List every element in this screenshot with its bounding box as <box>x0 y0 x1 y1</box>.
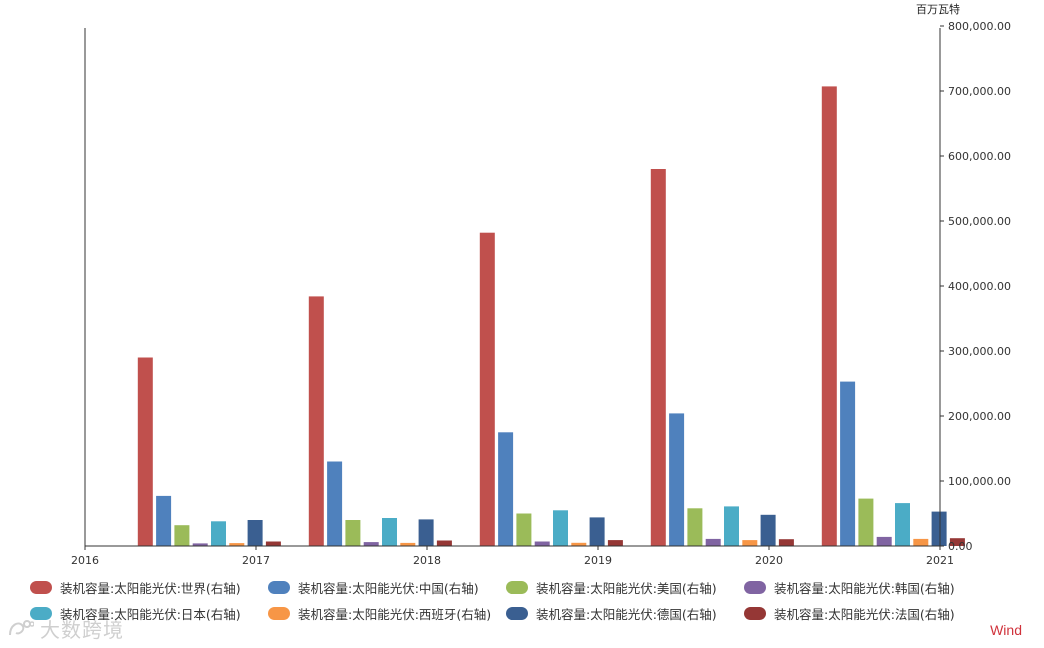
watermark: 大数跨境 <box>8 614 124 643</box>
bar-2020-series-2 <box>687 508 703 546</box>
brand-label: Wind <box>990 622 1022 638</box>
bar-2018-series-2 <box>345 520 361 546</box>
bar-2018-series-6 <box>418 519 434 546</box>
x-tick-label: 2016 <box>71 554 99 567</box>
bar-2021-series-2 <box>858 498 874 546</box>
legend-label: 装机容量:太阳能光伏:日本(右轴) <box>60 607 241 622</box>
y-tick-label: 800,000.00 <box>948 20 1011 33</box>
legend-item[interactable]: 装机容量:太阳能光伏:世界(右轴) <box>30 578 268 597</box>
bar-2020-series-1 <box>669 413 685 546</box>
legend-item[interactable]: 装机容量:太阳能光伏:西班牙(右轴) <box>268 604 506 623</box>
legend-item[interactable]: 装机容量:太阳能光伏:法国(右轴) <box>744 604 982 623</box>
legend-item[interactable]: 装机容量:太阳能光伏:中国(右轴) <box>268 578 506 597</box>
legend-label: 装机容量:太阳能光伏:韩国(右轴) <box>774 581 955 596</box>
legend-label: 装机容量:太阳能光伏:美国(右轴) <box>536 581 717 596</box>
watermark-logo-icon <box>9 619 34 635</box>
bar-2018-series-7 <box>436 540 452 546</box>
bar-2021-series-6 <box>931 511 947 546</box>
legend-item[interactable]: 装机容量:太阳能光伏:韩国(右轴) <box>744 578 982 597</box>
bar-2018-series-4 <box>382 518 397 546</box>
bar-2017-series-2 <box>174 525 190 546</box>
bar-2020-series-4 <box>724 506 739 546</box>
bar-2017-series-1 <box>156 495 172 546</box>
bar-2020-series-5 <box>742 540 758 546</box>
bar-2017-series-4 <box>211 521 226 546</box>
legend-label: 装机容量:太阳能光伏:德国(右轴) <box>536 607 717 622</box>
bar-2020-series-3 <box>705 538 721 546</box>
legend-label: 装机容量:太阳能光伏:西班牙(右轴) <box>298 607 492 622</box>
bar-2018-series-5 <box>400 542 416 546</box>
legend-item[interactable]: 装机容量:太阳能光伏:日本(右轴) <box>30 604 268 623</box>
y-tick-label: 400,000.00 <box>948 280 1011 293</box>
y-tick-label: 0.00 <box>948 540 973 553</box>
legend-swatch <box>30 607 52 620</box>
bar-2019-series-0 <box>479 232 495 546</box>
x-tick-label: 2019 <box>584 554 612 567</box>
y-tick-label: 700,000.00 <box>948 85 1011 98</box>
x-tick-label: 2020 <box>755 554 783 567</box>
bar-2017-series-6 <box>247 520 263 546</box>
bar-2019-series-7 <box>607 540 623 546</box>
legend-swatch <box>506 581 528 594</box>
y-tick-label: 500,000.00 <box>948 215 1011 228</box>
bar-2017-series-3 <box>192 543 208 546</box>
legend-label: 装机容量:太阳能光伏:法国(右轴) <box>774 607 955 622</box>
bar-2017-series-5 <box>229 543 245 546</box>
bar-2019-series-3 <box>534 541 550 546</box>
bar-2019-series-5 <box>571 542 587 547</box>
bar-2020-series-7 <box>778 539 794 546</box>
x-tick-label: 2017 <box>242 554 270 567</box>
bar-2018-series-3 <box>363 542 379 546</box>
legend-item[interactable]: 装机容量:太阳能光伏:德国(右轴) <box>506 604 744 623</box>
watermark-text: 大数跨境 <box>40 618 124 642</box>
legend-swatch <box>268 607 290 620</box>
legend: 装机容量:太阳能光伏:世界(右轴) 装机容量:太阳能光伏:中国(右轴) 装机容量:太… <box>30 578 1020 623</box>
bar-2021-series-4 <box>895 503 910 546</box>
y-axis-ticks: 0.00 100,000.00 200,000.00 300,000.00 400,00… <box>940 20 1011 553</box>
bar-2021-series-7 <box>949 538 965 546</box>
bar-2019-series-4 <box>553 510 568 547</box>
legend-label: 装机容量:太阳能光伏:中国(右轴) <box>298 581 479 596</box>
bar-2020-series-0 <box>650 169 666 546</box>
bars-layer <box>137 86 965 547</box>
y-tick-label: 600,000.00 <box>948 150 1011 163</box>
bar-2021-series-3 <box>876 536 892 546</box>
bar-2020-series-6 <box>760 514 776 546</box>
x-tick-label: 2021 <box>926 554 954 567</box>
bar-2021-series-0 <box>821 86 837 547</box>
legend-item[interactable]: 装机容量:太阳能光伏:美国(右轴) <box>506 578 744 597</box>
bar-2017-series-0 <box>137 357 153 546</box>
legend-swatch <box>268 581 290 594</box>
legend-label: 装机容量:太阳能光伏:世界(右轴) <box>60 581 241 596</box>
y-unit-label: 百万瓦特 <box>916 2 960 16</box>
bar-2019-series-1 <box>498 432 514 547</box>
legend-swatch <box>744 581 766 594</box>
bar-2017-series-7 <box>265 541 281 546</box>
x-axis-ticks: 2016 2017 2018 2019 2020 2021 <box>71 546 954 567</box>
bar-2018-series-1 <box>327 461 343 546</box>
y-tick-label: 200,000.00 <box>948 410 1011 423</box>
y-tick-label: 300,000.00 <box>948 345 1011 358</box>
bar-2019-series-6 <box>589 517 605 546</box>
x-tick-label: 2018 <box>413 554 441 567</box>
legend-swatch <box>30 581 52 594</box>
legend-swatch <box>744 607 766 620</box>
legend-swatch <box>506 607 528 620</box>
bar-2018-series-0 <box>308 296 324 546</box>
bar-2019-series-2 <box>516 513 532 546</box>
y-tick-label: 100,000.00 <box>948 475 1011 488</box>
bar-2021-series-5 <box>913 538 929 546</box>
bar-2021-series-1 <box>840 381 856 546</box>
